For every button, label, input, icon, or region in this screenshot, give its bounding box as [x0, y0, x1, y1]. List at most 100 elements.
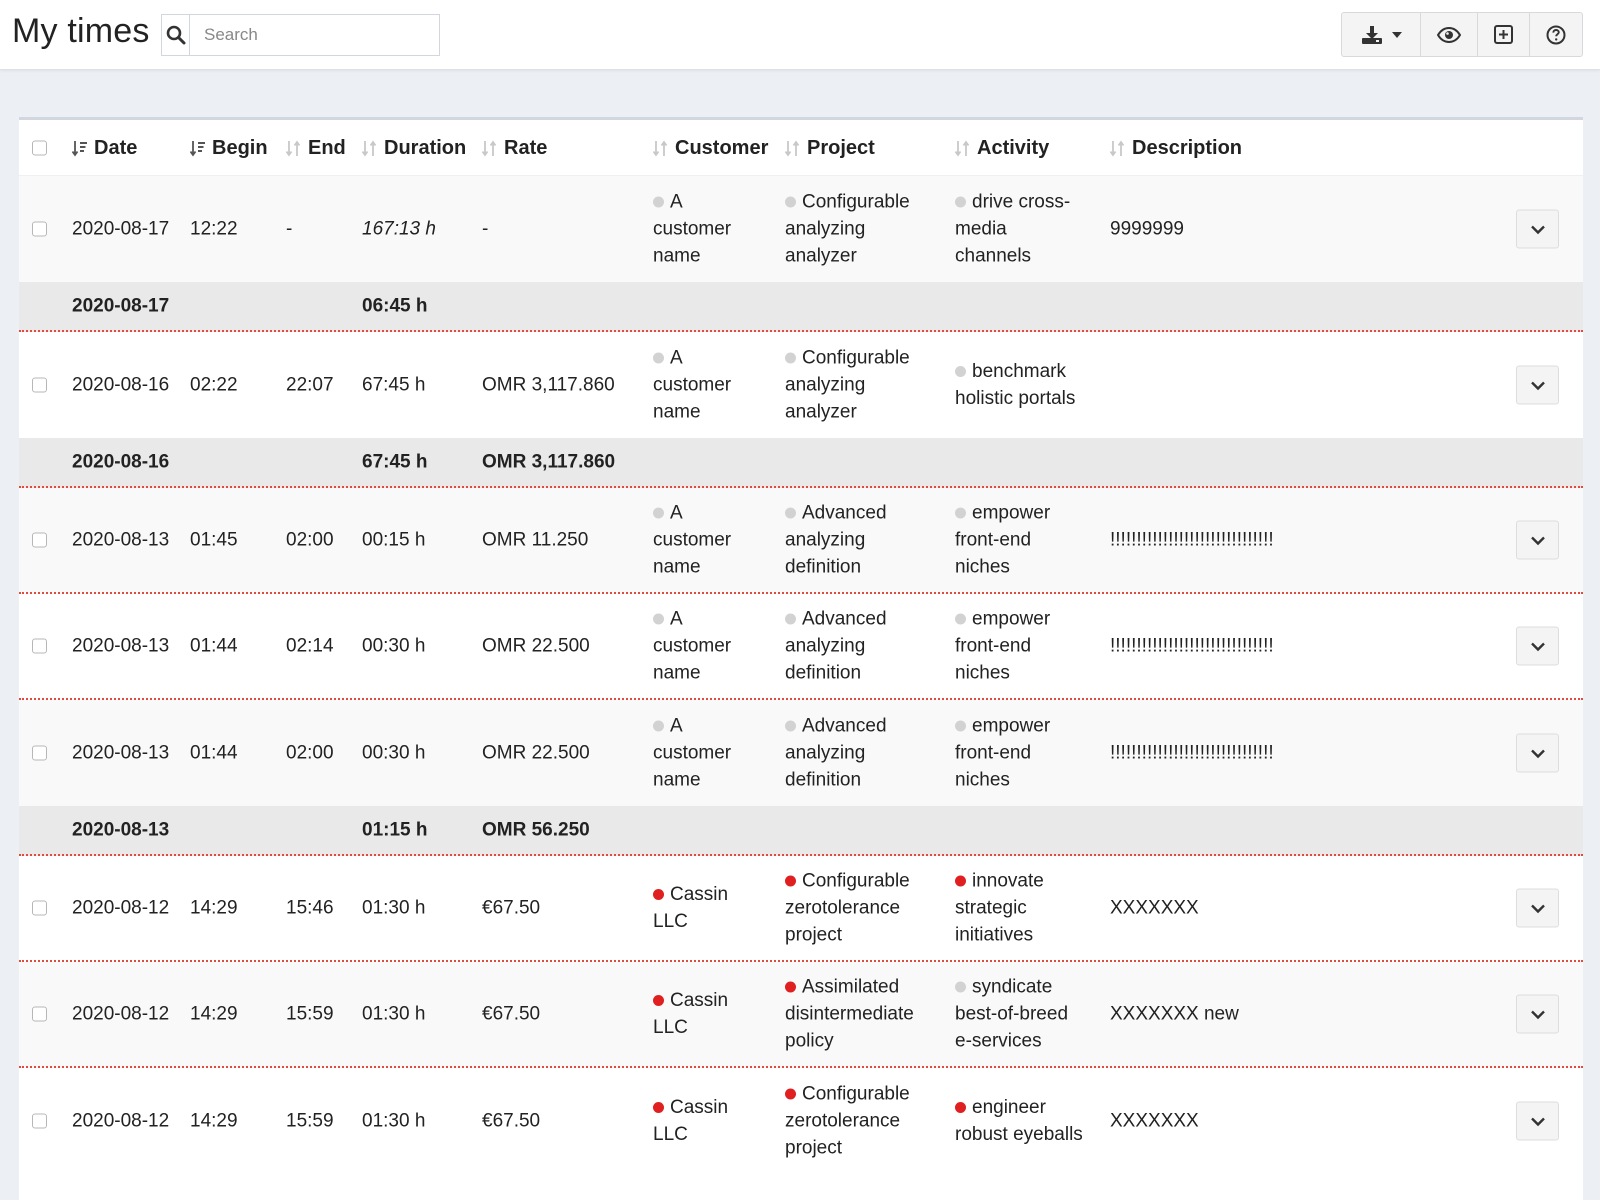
row-checkbox[interactable] [32, 745, 47, 761]
cell-customer-line: A [670, 715, 683, 737]
caret-down-icon [1391, 31, 1402, 38]
cell-project[interactable]: Configurable zerotolerance project [785, 868, 950, 949]
select-all-checkbox[interactable] [32, 140, 47, 156]
row-actions-button[interactable] [1516, 1101, 1559, 1141]
cell-activity[interactable]: empower front-end niches [955, 500, 1105, 581]
cell-activity[interactable]: innovate strategic initiatives [955, 868, 1105, 949]
cell-duration: 00:30 h [362, 635, 426, 657]
cell-begin: 14:29 [190, 897, 238, 919]
cell-customer[interactable]: Cassin LLC [653, 881, 778, 935]
cell-project-line: definition [785, 662, 862, 684]
row-checkbox[interactable] [32, 221, 47, 237]
color-dot-icon [955, 366, 966, 377]
cell-project[interactable]: Configurable analyzing analyzer [785, 345, 950, 426]
cell-activity[interactable]: empower front-end niches [955, 606, 1105, 687]
cell-activity[interactable]: engineer robust eyeballs [955, 1094, 1105, 1148]
cell-activity[interactable]: empower front-end niches [955, 713, 1105, 794]
color-dot-icon [653, 1102, 664, 1113]
summary-date: 2020-08-17 [72, 295, 170, 317]
search-icon[interactable] [162, 15, 190, 55]
row-checkbox[interactable] [32, 900, 47, 916]
column-header-description[interactable]: Description [1110, 120, 1242, 176]
cell-rate: €67.50 [482, 897, 541, 919]
cell-project[interactable]: Advanced analyzing definition [785, 606, 950, 687]
cell-activity-line: niches [955, 662, 1010, 684]
cell-activity[interactable]: syndicate best-of-breed e-services [955, 974, 1105, 1055]
table-row[interactable]: 2020-08-12 14:29 15:59 01:30 h €67.50 Cassin L… [19, 962, 1583, 1068]
help-button[interactable] [1530, 13, 1582, 56]
cell-project[interactable]: Configurable analyzing analyzer [785, 189, 950, 270]
cell-customer-line: name [653, 556, 701, 578]
cell-duration: 01:30 h [362, 897, 426, 919]
row-actions-button[interactable] [1516, 733, 1559, 773]
column-header-activity[interactable]: Activity [955, 120, 1049, 176]
cell-rate: €67.50 [482, 1110, 541, 1132]
color-dot-icon [955, 613, 966, 625]
cell-activity[interactable]: benchmark holistic portals [955, 358, 1105, 412]
column-header-duration[interactable]: Duration [362, 120, 466, 176]
cell-customer[interactable]: Cassin LLC [653, 987, 778, 1041]
column-label: Date [94, 136, 138, 159]
table-row[interactable]: 2020-08-12 14:29 15:59 01:30 h €67.50 Cassin L… [19, 1068, 1583, 1174]
create-button[interactable] [1478, 13, 1531, 56]
row-actions-button[interactable] [1516, 888, 1559, 928]
cell-customer-line: customer [653, 374, 732, 396]
cell-activity[interactable]: drive cross-media channels [955, 189, 1105, 270]
cell-duration: 01:30 h [362, 1110, 426, 1132]
row-actions-button[interactable] [1516, 209, 1559, 249]
cell-activity-line: front-end [955, 742, 1032, 764]
row-checkbox[interactable] [32, 1006, 47, 1022]
cell-project-line: Advanced [802, 715, 887, 737]
row-checkbox[interactable] [32, 532, 47, 548]
color-dot-icon [785, 1088, 796, 1100]
table-row[interactable]: 2020-08-16 02:22 22:07 67:45 h OMR 3,117.860… [19, 332, 1583, 438]
row-checkbox[interactable] [32, 1113, 47, 1129]
cell-project[interactable]: Advanced analyzing definition [785, 500, 950, 581]
visibility-button[interactable] [1421, 13, 1478, 56]
column-header-rate[interactable]: Rate [482, 120, 547, 176]
cell-project[interactable]: Advanced analyzing definition [785, 713, 950, 794]
cell-rate: OMR 3,117.860 [482, 374, 615, 396]
row-actions-button[interactable] [1516, 994, 1559, 1034]
cell-begin: 02:22 [190, 374, 238, 396]
column-header-date[interactable]: Date [72, 120, 137, 176]
chevron-down-icon [1530, 224, 1546, 234]
download-icon [1361, 25, 1383, 45]
cell-project-line: disintermediate [785, 1003, 914, 1025]
cell-customer-line: Cassin [670, 990, 729, 1011]
row-checkbox[interactable] [32, 377, 47, 393]
cell-date: 2020-08-16 [72, 374, 170, 396]
search-input[interactable] [190, 15, 439, 55]
column-header-begin[interactable]: Begin [190, 120, 268, 176]
row-actions-button[interactable] [1516, 520, 1559, 560]
column-label: Description [1132, 136, 1243, 159]
column-header-end[interactable]: End [286, 120, 346, 176]
column-header-project[interactable]: Project [785, 120, 875, 176]
cell-project[interactable]: Assimilated disintermediate policy [785, 974, 950, 1055]
sort-icon [785, 139, 801, 157]
cell-customer[interactable]: Cassin LLC [653, 1094, 778, 1148]
row-actions-button[interactable] [1516, 365, 1559, 405]
table-row[interactable]: 2020-08-12 14:29 15:46 01:30 h €67.50 Cassin L… [19, 856, 1583, 962]
cell-activity-line: best-of-breed [955, 1003, 1069, 1025]
cell-end: 15:59 [286, 1110, 334, 1132]
column-header-customer[interactable]: Customer [653, 120, 768, 176]
column-label: Customer [675, 136, 769, 159]
row-checkbox[interactable] [32, 638, 47, 654]
cell-project[interactable]: Configurable zerotolerance project [785, 1081, 950, 1162]
export-button[interactable] [1342, 13, 1422, 56]
row-actions-button[interactable] [1516, 626, 1559, 666]
cell-activity-line: initiatives [955, 924, 1034, 946]
cell-rate: €67.50 [482, 1003, 541, 1025]
column-label: Duration [384, 136, 467, 159]
cell-description: XXXXXXX [1110, 897, 1199, 919]
